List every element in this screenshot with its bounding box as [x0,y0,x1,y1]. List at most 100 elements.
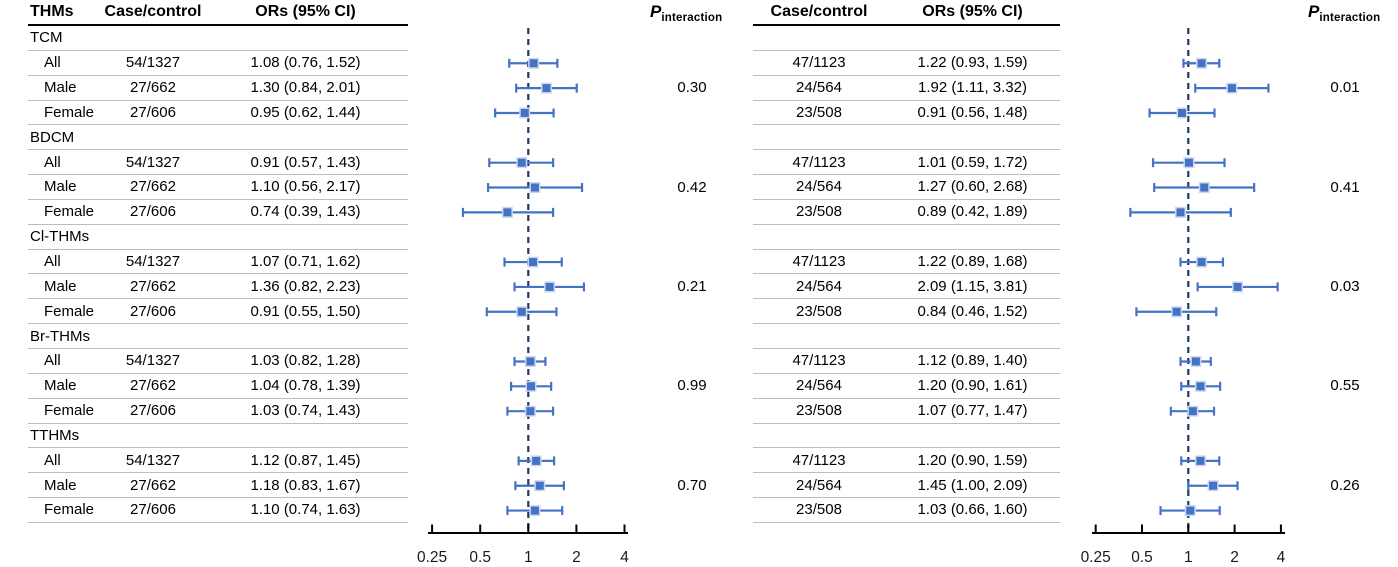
or-marker [529,182,541,194]
or-marker [516,157,528,169]
row-label: Female [44,402,95,420]
table-row: 47/1123 1.12 (0.89, 1.40) [753,349,1060,374]
or-marker [1171,306,1183,318]
table-row: 24/564 2.09 (1.15, 3.81) [753,274,1060,300]
group-row: TTHMs [28,424,408,449]
row-label: Male [44,79,77,97]
or-cell: 0.74 (0.39, 1.43) [250,203,361,221]
table-row: All 54/1327 0.91 (0.57, 1.43) [28,150,408,176]
axis-tick-label: 4 [620,549,629,566]
case-control-cell: 27/606 [130,103,176,121]
col-header-ors: ORs (95% CI) [255,3,356,20]
or-marker [1183,157,1195,169]
or-marker [1194,380,1206,392]
or-cell: 0.91 (0.55, 1.50) [250,302,361,320]
axis-tick-label: 0.25 [1081,549,1111,566]
case-control-cell: 27/662 [130,476,176,494]
row-label: Male [44,277,77,295]
table-row: All 54/1327 1.03 (0.82, 1.28) [28,349,408,374]
or-cell: 1.45 (1.00, 2.09) [917,476,1028,494]
case-control-cell: 23/508 [796,103,842,121]
row-label: Male [44,377,77,395]
case-control-cell: 47/1123 [792,451,846,469]
case-control-cell: 24/564 [796,178,842,196]
or-marker [1226,82,1238,94]
or-marker [525,380,537,392]
or-marker [1196,57,1208,69]
table-row: Male 27/662 1.36 (0.82, 2.23) [28,274,408,300]
case-control-cell: 54/1327 [125,153,181,171]
case-control-cell: 23/508 [796,402,842,420]
case-control-cell: 27/662 [130,277,176,295]
case-control-cell: 24/564 [796,277,842,295]
case-control-cell: 47/1123 [792,153,846,171]
or-cell: 0.95 (0.62, 1.44) [250,103,361,121]
col-header-case-control: Case/control [770,3,868,20]
case-control-cell: 47/1123 [792,253,846,271]
or-cell: 1.03 (0.82, 1.28) [250,352,361,370]
table-row: Male 27/662 1.18 (0.83, 1.67) [28,473,408,499]
group-row: Br-THMs [28,324,408,349]
or-cell: 2.09 (1.15, 3.81) [917,277,1028,295]
table-row: 24/564 1.92 (1.11, 3.32) [753,76,1060,101]
or-cell: 1.01 (0.59, 1.72) [917,153,1028,171]
or-marker [1198,182,1210,194]
col-header-ors: ORs (95% CI) [922,3,1023,20]
case-control-cell: 24/564 [796,377,842,395]
p-symbol: P [650,2,662,21]
p-interaction-value: 0.99 [677,377,707,395]
axis-tick-label: 0.5 [1131,549,1153,566]
or-cell: 1.08 (0.76, 1.52) [250,54,361,72]
group-row [753,225,1060,250]
or-marker [1184,505,1196,517]
or-marker [1194,455,1206,467]
row-label: Male [44,178,77,196]
or-marker [524,355,536,367]
or-cell: 1.12 (0.89, 1.40) [917,352,1028,370]
p-interaction-value: 0.01 [1330,79,1360,97]
p-interaction-value: 0.03 [1330,277,1360,295]
table-row: All 54/1327 1.07 (0.71, 1.62) [28,250,408,275]
axis-tick-label: 0.25 [417,549,447,566]
or-cell: 1.22 (0.89, 1.68) [917,253,1028,271]
case-control-cell: 24/564 [796,79,842,97]
table-row: 24/564 1.45 (1.00, 2.09) [753,473,1060,499]
or-marker [1187,405,1199,417]
group-label: Br-THMs [30,327,90,345]
table-row: Female 27/606 1.03 (0.74, 1.43) [28,399,408,424]
case-control-cell: 27/662 [130,377,176,395]
row-label: All [44,253,61,271]
right-table-header: Case/control ORs (95% CI) [753,0,1060,26]
or-cell: 0.84 (0.46, 1.52) [917,302,1028,320]
row-label: Male [44,476,77,494]
case-control-cell: 23/508 [796,501,842,519]
group-row: BDCM [28,125,408,151]
case-control-cell: 27/662 [130,79,176,97]
table-row: 23/508 0.91 (0.56, 1.48) [753,101,1060,126]
or-marker [1196,256,1208,268]
p-interaction-value: 0.55 [1330,377,1360,395]
group-label: Cl-THMs [30,228,90,246]
or-cell: 1.18 (0.83, 1.67) [250,476,361,494]
or-marker [519,107,531,119]
or-marker [528,57,540,69]
or-cell: 1.10 (0.74, 1.63) [250,501,361,519]
p-interaction-header-left: Pinteraction [650,2,722,24]
or-cell: 1.20 (0.90, 1.59) [917,451,1028,469]
or-marker [529,505,541,517]
table-row: 47/1123 1.22 (0.93, 1.59) [753,51,1060,76]
table-row: Male 27/662 1.30 (0.84, 2.01) [28,76,408,101]
p-interaction-value: 0.70 [677,476,707,494]
group-row [753,324,1060,349]
or-cell: 1.27 (0.60, 2.68) [917,178,1028,196]
table-row: 23/508 0.89 (0.42, 1.89) [753,200,1060,225]
group-row [753,125,1060,151]
col-header-case-control: Case/control [104,3,202,20]
or-marker [530,455,542,467]
case-control-cell: 27/606 [130,402,176,420]
or-marker [501,206,513,218]
row-label: All [44,54,61,72]
or-marker [534,480,546,492]
axis-tick-label: 1 [524,549,533,566]
